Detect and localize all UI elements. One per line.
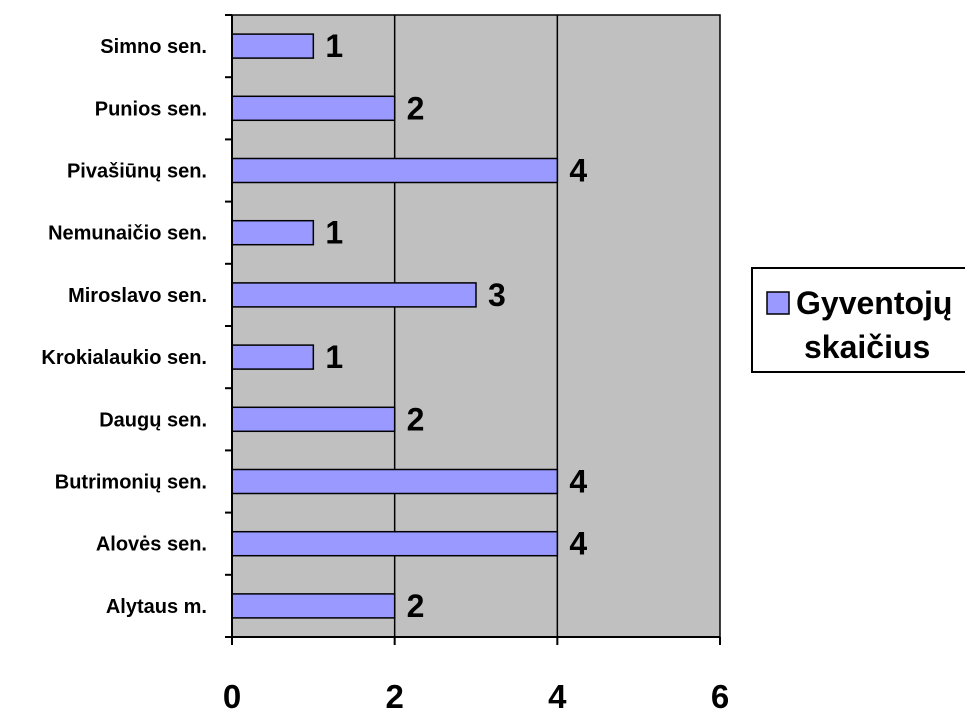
data-label: 4 [569,153,587,189]
bar [231,344,315,370]
data-label: 2 [407,401,425,437]
bar [231,530,559,557]
data-label: 3 [488,277,506,313]
category-label: Alovės sen. [96,534,207,556]
x-tick-label: 0 [223,678,241,711]
data-label: 1 [325,215,343,251]
data-label: 4 [569,526,587,562]
x-tick-label: 4 [548,678,567,711]
category-label: Daugų sen. [99,409,207,431]
x-tick-label: 2 [385,678,403,711]
data-label: 1 [325,339,343,375]
data-label: 4 [569,464,587,500]
data-label: 2 [407,90,425,126]
data-label: 2 [407,588,425,624]
bar [231,593,396,619]
legend-box [751,267,965,373]
category-label: Miroslavo sen. [68,285,207,307]
category-label: Butrimonių sen. [55,472,207,494]
category-label: Simno sen. [100,36,207,58]
x-tick-label: 6 [711,678,729,711]
legend-label-line1: Gyventojų [796,285,952,321]
bar [231,95,396,122]
bar [231,33,315,59]
category-label: Pivašiūnų sen. [67,161,207,183]
legend-swatch [766,291,790,315]
legend-label-line2: skaičius [804,329,930,365]
category-label: Punios sen. [95,98,207,120]
bar [231,219,315,246]
data-label: 1 [325,28,343,64]
legend: Gyventojų skaičius [751,267,965,373]
bar [231,282,477,308]
bar [231,406,396,433]
category-label: Nemunaičio sen. [48,223,207,245]
category-label: Alytaus m. [106,596,207,618]
bar [231,468,559,495]
category-label: Krokialaukio sen. [41,347,207,369]
bar [231,157,559,184]
